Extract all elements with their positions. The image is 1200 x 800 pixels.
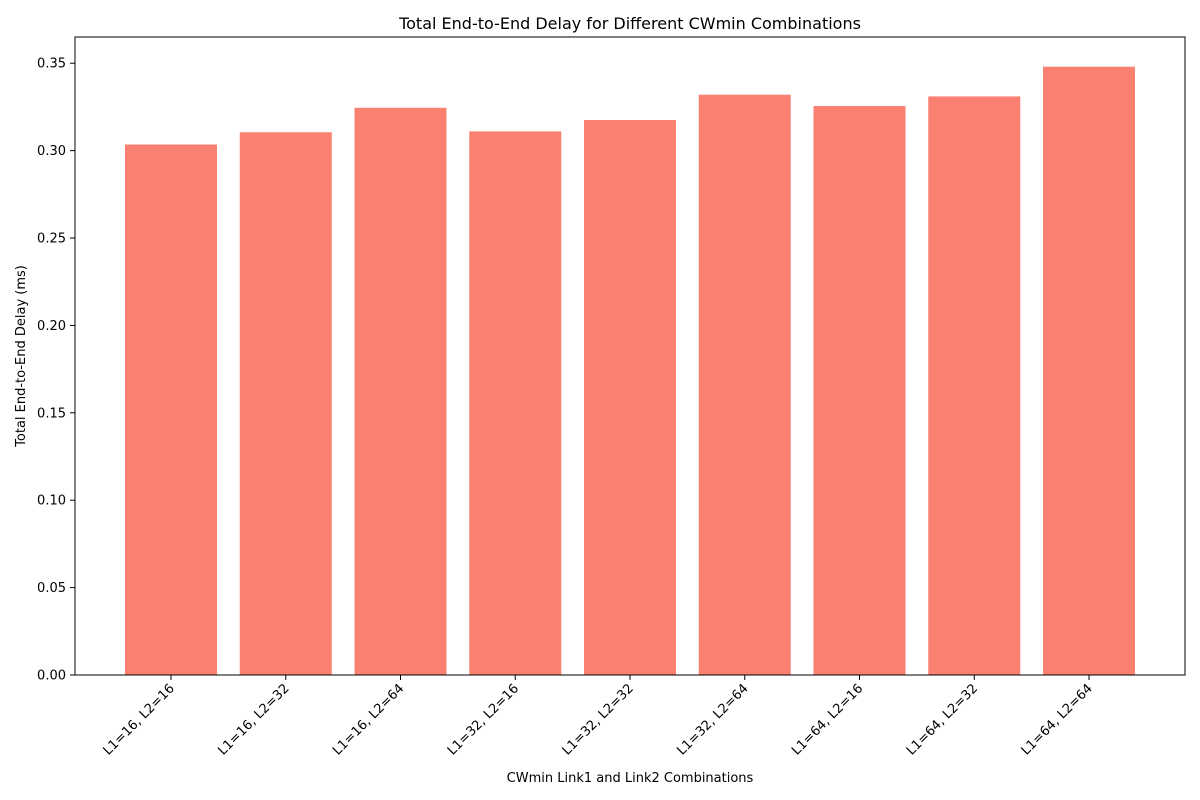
x-tick-label-4: L1=32, L2=16: [445, 681, 522, 758]
bar-1: [125, 144, 217, 675]
y-axis-label: Total End-to-End Delay (ms): [14, 265, 29, 448]
bar-7: [813, 106, 906, 676]
y-tick-label-2: 0.05: [37, 581, 66, 596]
x-tick-label-5: L1=32, L2=32: [560, 681, 637, 758]
y-tick-label-1: 0.00: [37, 669, 66, 684]
x-tick-label-6: L1=32, L2=64: [674, 681, 751, 758]
x-tick-label-7: L1=64, L2=16: [789, 681, 866, 758]
x-axis: L1=16, L2=16 L1=16, L2=32 L1=16, L2=64 L1=3…: [101, 675, 1096, 758]
bars-group: [125, 66, 1135, 676]
bar-9: [1043, 66, 1135, 675]
x-tick-label-8: L1=64, L2=32: [904, 681, 981, 758]
chart-title: Total End-to-End Delay for Different CWm…: [398, 14, 861, 33]
y-tick-label-8: 0.35: [37, 57, 66, 72]
x-tick-label-2: L1=16, L2=32: [215, 681, 292, 758]
bar-6: [698, 94, 791, 675]
bar-5: [584, 120, 676, 675]
y-tick-label-4: 0.15: [37, 406, 66, 421]
x-axis-label: CWmin Link1 and Link2 Combinations: [507, 771, 754, 786]
y-tick-label-3: 0.10: [37, 494, 66, 509]
bar-4: [469, 131, 562, 675]
x-tick-label-3: L1=16, L2=64: [330, 681, 407, 758]
x-tick-label-9: L1=64, L2=64: [1019, 681, 1096, 758]
bar-3: [354, 107, 447, 676]
y-tick-label-7: 0.30: [37, 144, 66, 159]
y-tick-label-6: 0.25: [37, 232, 66, 247]
bar-8: [928, 96, 1021, 676]
x-tick-label-1: L1=16, L2=16: [101, 681, 178, 758]
y-tick-label-5: 0.20: [37, 319, 66, 334]
y-axis: 0.00 0.05 0.10 0.15 0.20 0.25 0.30 0.35: [37, 57, 75, 684]
bar-2: [239, 132, 332, 676]
